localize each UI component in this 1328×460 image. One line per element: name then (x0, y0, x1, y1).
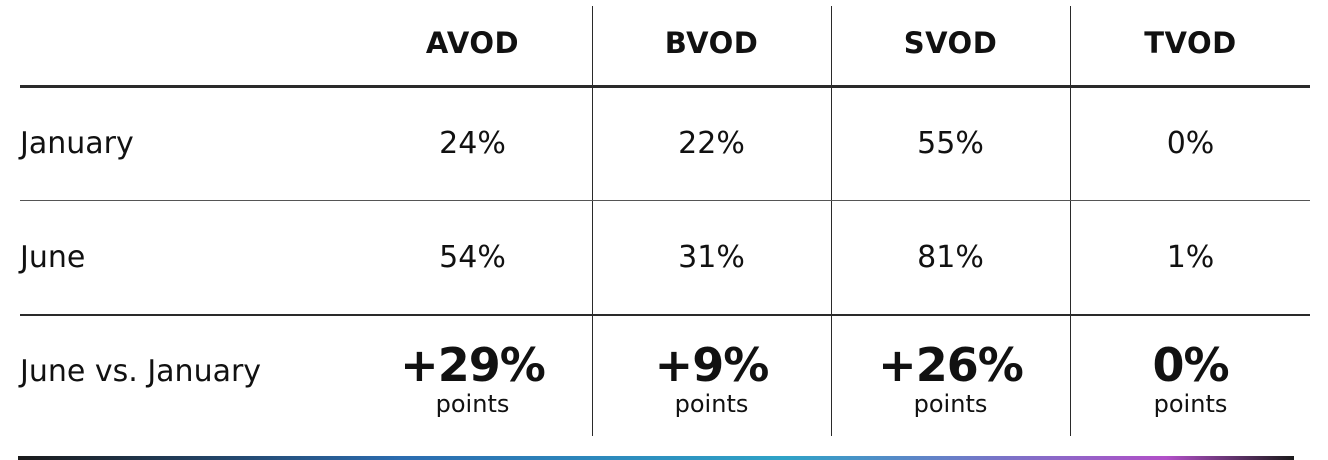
delta-value: +9% (654, 338, 770, 392)
delta-unit: points (1153, 390, 1228, 418)
row-label-june-vs-january: June vs. January (20, 354, 262, 389)
table-cell: 1% (1166, 240, 1215, 275)
delta-cell-tvod: 0% points (1071, 340, 1310, 418)
delta-value: +29% (400, 338, 546, 392)
delta-cell-svod: +26% points (831, 340, 1070, 418)
table-cell: 55% (917, 126, 984, 161)
column-header-svod: SVOD (903, 26, 998, 60)
table-cell: 54% (439, 240, 506, 275)
column-divider (592, 6, 593, 436)
row-divider (20, 314, 1310, 316)
delta-unit: points (913, 390, 988, 418)
row-divider (20, 200, 1310, 201)
column-divider (831, 6, 832, 436)
table-cell: 0% (1166, 126, 1215, 161)
table-cell: 31% (678, 240, 745, 275)
table-cell: 24% (439, 126, 506, 161)
column-header-tvod: TVOD (1144, 26, 1237, 60)
column-divider (1070, 6, 1071, 436)
accent-gradient-bar (18, 456, 1294, 460)
column-header-avod: AVOD (425, 26, 520, 60)
row-label-january: January (20, 126, 134, 161)
delta-unit: points (674, 390, 749, 418)
table-cell: 81% (917, 240, 984, 275)
delta-cell-bvod: +9% points (592, 340, 831, 418)
delta-unit: points (435, 390, 510, 418)
column-header-bvod: BVOD (664, 26, 759, 60)
header-rule (20, 85, 1310, 88)
table-cell: 22% (678, 126, 745, 161)
delta-cell-avod: +29% points (353, 340, 592, 418)
delta-value: 0% (1152, 338, 1229, 392)
delta-value: +26% (878, 338, 1024, 392)
row-label-june: June (20, 240, 86, 275)
